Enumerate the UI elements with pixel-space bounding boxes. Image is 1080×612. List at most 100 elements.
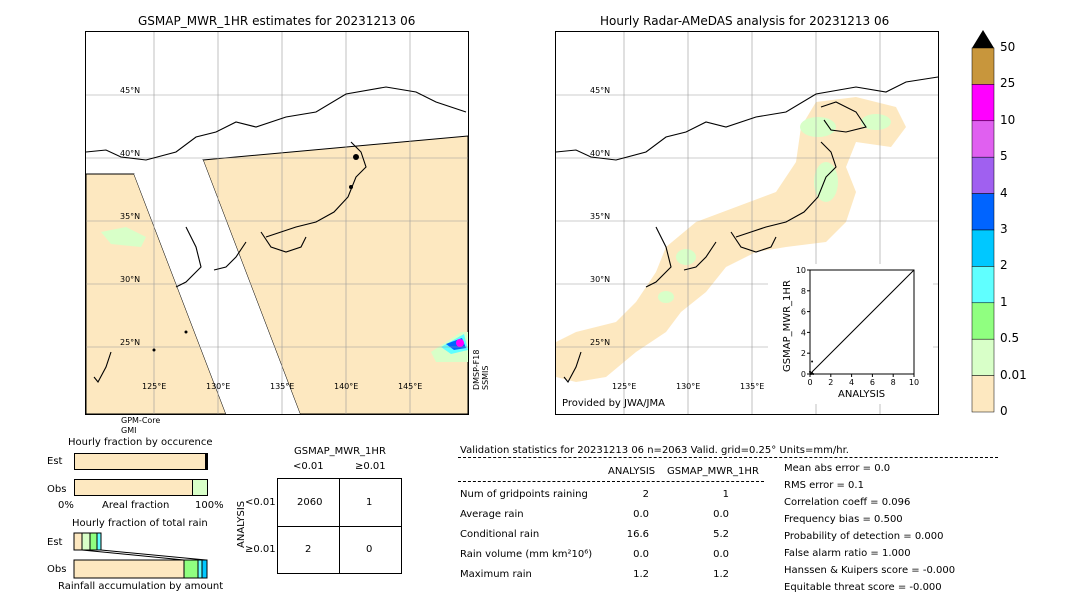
colorbar-segment	[971, 338, 995, 376]
validation-row-gsmap: 0.0	[713, 509, 729, 520]
occurrence-xlabel: Areal fraction	[102, 500, 170, 511]
colorbar-tick-label: 3	[1000, 222, 1008, 236]
left-map-sensor-left: GPM-Core GMI	[121, 416, 161, 435]
validation-score: Probability of detection = 0.000	[784, 531, 944, 542]
validation-row-label: Maximum rain	[460, 569, 532, 580]
colorbar-segment	[971, 47, 995, 85]
left-map-lat-25: 25°N	[120, 338, 141, 347]
validation-row-gsmap: 5.2	[713, 529, 729, 540]
validation-row-gsmap: 1	[722, 489, 729, 500]
occurrence-bar-est-rain	[205, 454, 207, 469]
occurrence-x0: 0%	[58, 500, 74, 511]
left-map-gap	[134, 160, 300, 414]
scatter-xtick-label: 4	[849, 378, 854, 387]
contingency-cell-00: 2060	[297, 497, 323, 508]
colorbar-tick-label: 2	[1000, 258, 1008, 273]
contingency-col-lt: <0.01	[293, 461, 324, 472]
validation-col-gsmap: GSMAP_MWR_1HR	[667, 466, 759, 477]
scatter-xtick-label: 2	[828, 378, 833, 387]
scatter-point	[809, 370, 811, 373]
scatter-ytick-label: 4	[801, 328, 806, 337]
occurrence-row-obs: Obs	[47, 484, 67, 495]
left-map-islands	[152, 154, 359, 352]
validation-row-analysis: 0.0	[633, 549, 649, 560]
left-map-title: GSMAP_MWR_1HR estimates for 20231213 06	[138, 14, 416, 28]
contingency-cell-10: 2	[305, 544, 312, 555]
rain-xlabel: Rainfall accumulation by amount	[58, 581, 224, 592]
validation-score: Hanssen & Kuipers score = -0.000	[784, 565, 956, 576]
scatter-xtick-label: 0	[807, 378, 812, 387]
contingency-row-ge: ≥0.01	[245, 544, 276, 555]
right-map-coastline	[556, 76, 938, 383]
validation-score: Mean abs error = 0.0	[784, 463, 891, 474]
occurrence-bar-obs	[74, 479, 208, 496]
left-map-rain-patch	[101, 227, 146, 247]
rain-bar-obs	[73, 559, 208, 579]
right-map-lat-25: 25°N	[590, 338, 611, 347]
colorbar-segment	[971, 156, 995, 194]
rain-title: Hourly fraction of total rain	[72, 518, 208, 529]
scatter-inset-chart: 0 2 4 6 8 10 0 2 4 6 8 10	[796, 266, 919, 387]
validation-row-analysis: 16.6	[626, 529, 649, 540]
colorbar-segment	[971, 193, 995, 231]
scatter-point	[811, 360, 814, 363]
validation-col-analysis: ANALYSIS	[608, 466, 656, 477]
contingency-cell-01: 1	[366, 497, 373, 508]
validation-row-label: Rain volume (mm km²10⁶)	[460, 549, 593, 560]
validation-score: Equitable threat score = -0.000	[784, 582, 942, 593]
occurrence-bar-obs-rain	[192, 480, 207, 495]
scatter-point	[811, 371, 814, 374]
contingency-row-lt: <0.01	[245, 497, 276, 508]
colorbar-segment	[971, 375, 995, 413]
scatter-reference-line	[809, 269, 915, 375]
right-map-lon-130: 130°E	[676, 382, 701, 391]
rain-connector	[81, 549, 185, 561]
validation-row-label: Conditional rain	[460, 529, 540, 540]
colorbar-tick-label: 1	[1000, 294, 1008, 309]
contingency-col-ge: ≥0.01	[355, 461, 386, 472]
colorbar-segment	[971, 302, 995, 340]
rain-row-est: Est	[47, 537, 63, 548]
left-map-coastline	[86, 86, 467, 383]
scatter-xlabel: ANALYSIS	[838, 389, 886, 400]
occurrence-title: Hourly fraction by occurence	[68, 437, 213, 448]
validation-score: RMS error = 0.1	[784, 480, 864, 491]
colorbar	[971, 30, 995, 413]
validation-row-analysis: 2	[642, 489, 649, 500]
scatter-ytick-label: 2	[801, 349, 806, 358]
left-map-lat-35: 35°N	[120, 212, 141, 221]
validation-row-analysis: 0.0	[633, 509, 649, 520]
colorbar-tick-label: 4	[1000, 185, 1008, 200]
contingency-title: GSMAP_MWR_1HR	[294, 446, 386, 457]
colorbar-tick-label: 0	[1000, 404, 1008, 418]
colorbar-extend-arrow	[972, 30, 994, 48]
left-map-canvas	[86, 32, 468, 414]
contingency-table: 2060 1 2 0	[277, 478, 402, 574]
left-map-lon-145: 145°E	[398, 382, 423, 391]
colorbar-segment	[971, 120, 995, 158]
scatter-ytick-label: 6	[801, 308, 806, 317]
left-map-lat-40: 40°N	[120, 149, 141, 158]
right-map-lat-35: 35°N	[590, 212, 611, 221]
right-map-lat-30: 30°N	[590, 275, 611, 284]
occurrence-row-est: Est	[47, 456, 63, 467]
validation-header-rule	[458, 457, 998, 458]
scatter-ylabel: GSMAP_MWR_1HR	[782, 280, 793, 372]
contingency-cell-11: 0	[366, 544, 373, 555]
right-map-lon-125: 125°E	[612, 382, 637, 391]
left-map: 45°N 40°N 35°N 30°N 25°N 125°E 130°E 135…	[85, 31, 469, 415]
left-map-lon-130: 130°E	[206, 382, 231, 391]
scatter-xtick-label: 10	[909, 378, 919, 387]
rain-bar-est	[73, 532, 102, 551]
right-map-credit: Provided by JWA/JMA	[562, 398, 665, 409]
colorbar-segment	[971, 229, 995, 267]
validation-row-label: Average rain	[460, 509, 524, 520]
colorbar-tick-label: 0.01	[1000, 367, 1027, 382]
right-map-lon-135: 135°E	[740, 382, 765, 391]
validation-score: Frequency bias = 0.500	[784, 514, 903, 525]
left-map-sensor-right: DMSP-F18 SSMIS	[472, 349, 490, 390]
validation-score: False alarm ratio = 1.000	[784, 548, 911, 559]
left-map-lat-45: 45°N	[120, 86, 141, 95]
right-map-title: Hourly Radar-AMeDAS analysis for 2023121…	[600, 14, 890, 28]
right-map-lat-45: 45°N	[590, 86, 611, 95]
